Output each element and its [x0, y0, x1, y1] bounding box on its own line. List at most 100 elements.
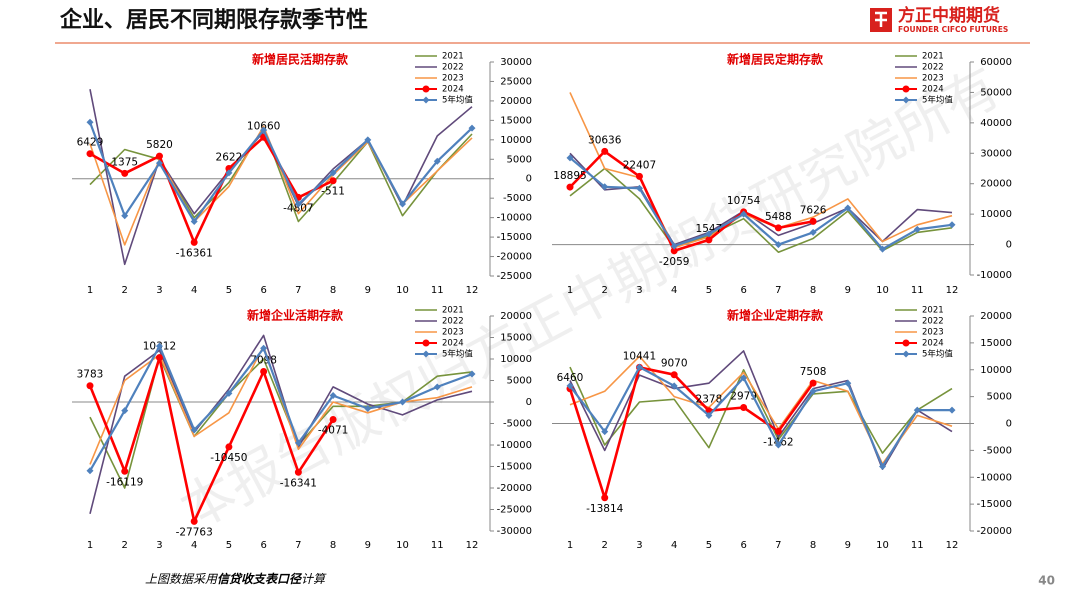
legend-label: 2023	[442, 74, 464, 84]
point	[225, 169, 233, 177]
point	[670, 382, 678, 390]
point	[260, 367, 268, 375]
data-label: 3783	[77, 369, 104, 381]
point	[225, 389, 233, 397]
y-tick-label: 25000	[500, 76, 532, 87]
y-tick-label: -5000	[503, 193, 532, 204]
x-tick-label: 5	[706, 285, 712, 296]
data-label: 9070	[661, 358, 688, 370]
data-label: 2378	[696, 394, 723, 406]
legend-label: 2022	[922, 63, 944, 73]
point	[468, 370, 476, 378]
x-tick-label: 1	[87, 285, 93, 296]
data-label: 1375	[111, 156, 138, 168]
x-tick-label: 5	[226, 285, 232, 296]
data-label: 22407	[623, 159, 656, 171]
point	[86, 382, 94, 390]
series-line	[89, 136, 334, 244]
data-label: 2979	[730, 390, 757, 402]
point	[121, 467, 129, 475]
x-tick-label: 3	[636, 540, 642, 551]
point	[774, 427, 782, 435]
x-tick-label: 9	[365, 285, 371, 296]
x-tick-label: 5	[706, 540, 712, 551]
data-label: -13814	[586, 503, 624, 515]
point	[809, 387, 817, 395]
x-tick-label: 3	[156, 285, 162, 296]
x-tick-label: 12	[946, 540, 959, 551]
point	[260, 344, 268, 352]
y-tick-label: 20000	[980, 179, 1012, 190]
y-tick-label: 60000	[980, 57, 1012, 68]
data-label: 7626	[800, 204, 827, 216]
point	[155, 354, 163, 362]
footer-note-part: 计算	[301, 572, 327, 586]
legend-label: 2022	[442, 63, 464, 73]
x-tick-label: 11	[911, 540, 924, 551]
legend-label: 2021	[442, 52, 464, 62]
data-label: -16361	[176, 247, 213, 259]
point	[566, 154, 574, 162]
point	[190, 517, 198, 525]
chart-title: 新增企业活期存款	[247, 308, 344, 323]
x-tick-label: 11	[911, 285, 924, 296]
legend-label: 2024	[922, 85, 944, 95]
series-line	[569, 156, 953, 251]
y-tick-label: 20000	[980, 311, 1012, 322]
legend-marker	[902, 350, 910, 358]
x-tick-label: 4	[671, 285, 677, 296]
point	[809, 228, 817, 236]
data-label: 5820	[146, 139, 173, 151]
y-tick-label: 0	[1006, 419, 1012, 430]
y-tick-label: 5000	[507, 376, 532, 387]
y-tick-label: -25000	[497, 271, 532, 282]
point	[190, 426, 198, 434]
point	[86, 467, 94, 475]
legend-label: 2021	[442, 306, 464, 316]
legend-label: 5年均值	[922, 95, 953, 106]
data-label: -4071	[318, 425, 349, 437]
point	[601, 147, 609, 155]
page-number: 40	[1038, 574, 1055, 588]
point	[329, 416, 337, 424]
x-tick-label: 12	[466, 540, 479, 551]
point	[121, 169, 129, 177]
point	[86, 150, 94, 158]
point	[774, 241, 782, 249]
point	[635, 172, 643, 180]
point	[740, 210, 748, 218]
legend-label: 2023	[922, 328, 944, 338]
data-label: 30636	[588, 134, 622, 146]
x-tick-label: 10	[876, 540, 889, 551]
point	[705, 411, 713, 419]
point	[399, 200, 407, 208]
slide-title: 企业、居民不同期限存款季节性	[59, 7, 368, 33]
y-tick-label: 5000	[987, 392, 1012, 403]
legend-label: 2021	[922, 52, 944, 62]
series-line	[569, 150, 814, 253]
x-tick-label: 6	[260, 540, 266, 551]
x-tick-label: 7	[295, 540, 301, 551]
point	[260, 126, 268, 134]
data-label: 10754	[727, 195, 761, 207]
point	[705, 230, 713, 238]
y-tick-label: 15000	[980, 338, 1012, 349]
y-tick-label: 0	[526, 397, 532, 408]
legend-label: 5年均值	[922, 349, 953, 360]
point	[190, 238, 198, 246]
footer-note-part: 上图数据采用	[145, 572, 218, 586]
y-tick-label: -20000	[497, 252, 532, 263]
series-line	[88, 121, 473, 223]
series-line	[569, 167, 953, 253]
y-tick-label: 30000	[500, 57, 532, 68]
x-tick-label: 6	[740, 540, 746, 551]
point	[948, 221, 956, 229]
point	[155, 152, 163, 160]
y-tick-label: 50000	[980, 87, 1012, 98]
series-line	[569, 366, 952, 468]
legend-label: 2023	[922, 74, 944, 84]
series-line	[569, 366, 953, 454]
legend-marker	[902, 85, 910, 93]
x-tick-label: 4	[191, 540, 197, 551]
point	[566, 382, 574, 390]
